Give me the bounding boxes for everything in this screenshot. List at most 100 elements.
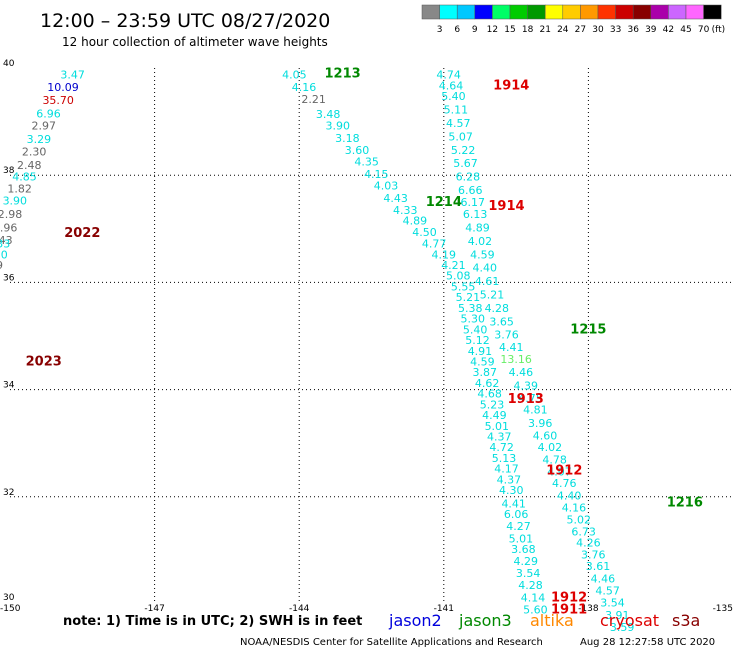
wave-height-point: 4.39 xyxy=(513,380,538,393)
wave-height-point: 5.08 xyxy=(446,270,471,283)
wave-height-point: 4.76 xyxy=(552,477,577,490)
wave-height-point: 6.13 xyxy=(463,208,488,221)
wave-height-point: 4.41 xyxy=(499,341,524,354)
time-label: 1912 xyxy=(551,590,587,605)
axis-ticks: -150 -147 -144 -141 -138 -135 30 32 34 36 38 40 xyxy=(0,59,733,614)
time-label: 1911 xyxy=(551,603,587,618)
wave-height-point: 2.98 xyxy=(0,208,22,221)
color-scale-label: 9 xyxy=(472,25,478,35)
satellite-legend-entry: jason3 xyxy=(458,611,512,630)
wave-height-point: 3.76 xyxy=(494,329,519,342)
wave-height-point: 5.11 xyxy=(444,104,469,117)
wave-height-point: 3.96 xyxy=(528,417,553,430)
wave-height-point: 4.85 xyxy=(12,171,37,184)
wave-height-point: 5.40 xyxy=(463,323,488,336)
wave-height-point: 4.37 xyxy=(487,431,512,444)
wave-height-point: 10.09 xyxy=(47,81,79,94)
wave-height-point: 4.33 xyxy=(393,204,418,217)
color-swatch xyxy=(527,4,546,20)
color-scale-label: 3 xyxy=(437,25,443,35)
wave-height-point: 4.91 xyxy=(468,345,493,358)
wave-height-point: 5.02 xyxy=(567,514,592,527)
wave-height-point: 4.89 xyxy=(403,215,428,228)
time-label: 1913 xyxy=(508,392,544,407)
wave-height-point: 4.64 xyxy=(439,79,464,92)
satellite-legend-entry: jason2 xyxy=(388,611,442,630)
wave-height-point: 4.74 xyxy=(436,69,461,82)
wave-height-point: 4.57 xyxy=(446,117,471,130)
satellite-legend-entry: altika xyxy=(530,611,574,630)
color-swatch xyxy=(685,4,704,20)
color-swatch xyxy=(456,4,476,20)
wave-height-point: 3.68 xyxy=(511,543,536,556)
wave-height-point: 3.90 xyxy=(3,195,28,208)
color-swatch xyxy=(544,4,564,20)
wave-height-point: 4.50 xyxy=(412,226,437,239)
wave-height-point: 4.02 xyxy=(538,441,563,454)
wave-height-point: 4.07 xyxy=(547,465,572,478)
chart-title: 12:00 – 23:59 UTC 08/27/2020 xyxy=(40,10,330,32)
x-tick-label: -138 xyxy=(578,604,599,614)
wave-height-point: 5.60 xyxy=(523,604,548,617)
time-label: 1214 xyxy=(426,195,462,210)
data-points: 3.4710.0935.706.962.973.292.302.484.851.… xyxy=(0,69,634,634)
wave-height-point: 4.72 xyxy=(489,441,514,454)
wave-height-point: 4.60 xyxy=(533,429,558,442)
color-scale-label: 30 xyxy=(592,25,604,35)
wave-height-point: 2.48 xyxy=(17,159,42,172)
time-label: 1914 xyxy=(493,78,529,93)
wave-height-point: 5.22 xyxy=(451,144,476,157)
color-swatch xyxy=(562,4,581,20)
footer-timestamp: Aug 28 12:27:58 UTC 2020 xyxy=(580,637,715,648)
color-swatch xyxy=(615,4,634,20)
wave-height-point: 4.59 xyxy=(470,355,495,368)
color-scale-label: 15 xyxy=(504,25,515,35)
wave-height-point: 5.21 xyxy=(456,291,481,304)
y-tick-label: 38 xyxy=(3,166,15,176)
color-swatch xyxy=(509,4,528,20)
wave-height-point: 4.14 xyxy=(521,591,546,604)
wave-height-point: 4.28 xyxy=(518,579,543,592)
x-tick-label: -135 xyxy=(713,604,733,614)
color-swatch xyxy=(580,4,599,20)
wave-height-point: 4.30 xyxy=(499,484,524,497)
color-scale-label: 33 xyxy=(610,25,621,35)
wave-height-point: 2.43 xyxy=(0,234,13,247)
wave-height-point: 4.16 xyxy=(292,81,317,94)
wave-height-point: 1.96 xyxy=(0,221,17,234)
color-swatch xyxy=(421,4,440,20)
wave-height-point: 4.49 xyxy=(482,409,507,422)
wave-height-point: 3.60 xyxy=(345,144,370,157)
wave-height-point: 2.30 xyxy=(22,145,47,158)
y-tick-label: 34 xyxy=(3,381,15,391)
wave-height-point: 4.81 xyxy=(523,404,548,417)
wave-height-point: 5.12 xyxy=(465,334,490,347)
color-swatch xyxy=(668,4,687,20)
color-scale-label: 27 xyxy=(575,25,586,35)
time-labels: 1213 1914 1214 1914 2022 2023 1215 1913 1912 1216… xyxy=(26,67,703,618)
wave-height-point: 4.35 xyxy=(354,156,379,169)
x-tick-label: -144 xyxy=(289,604,310,614)
x-tick-label: -150 xyxy=(0,604,21,614)
wave-height-point: 3.54 xyxy=(600,597,625,610)
time-label: 1912 xyxy=(546,463,582,478)
wave-height-point: 4.19 xyxy=(432,248,457,261)
wave-height-point: 13.16 xyxy=(500,353,532,366)
satellite-legend: jason2 jason3 altika cryosat s3a xyxy=(388,611,700,630)
wave-height-point: 6.06 xyxy=(504,508,529,521)
wave-height-point: 6.96 xyxy=(36,107,61,120)
wave-height-point: 5.01 xyxy=(485,420,510,433)
wave-height-point: 4.33 xyxy=(0,238,10,251)
wave-height-point: 2.79 xyxy=(0,259,3,272)
wave-height-point: 4.46 xyxy=(509,366,534,379)
wave-height-point: 3.87 xyxy=(473,366,498,379)
time-label: 1215 xyxy=(570,322,606,337)
wave-height-point: 3.48 xyxy=(316,108,341,121)
color-scale-label: 39 xyxy=(645,25,657,35)
wave-height-point: 4.03 xyxy=(374,180,399,193)
wave-height-point: 4.16 xyxy=(562,501,587,514)
wave-height-point: 4.46 xyxy=(591,573,616,586)
color-scale-label: 70 xyxy=(698,25,710,35)
chart-subtitle: 12 hour collection of altimeter wave hei… xyxy=(62,35,328,49)
wave-height-point: 3.18 xyxy=(335,132,360,145)
